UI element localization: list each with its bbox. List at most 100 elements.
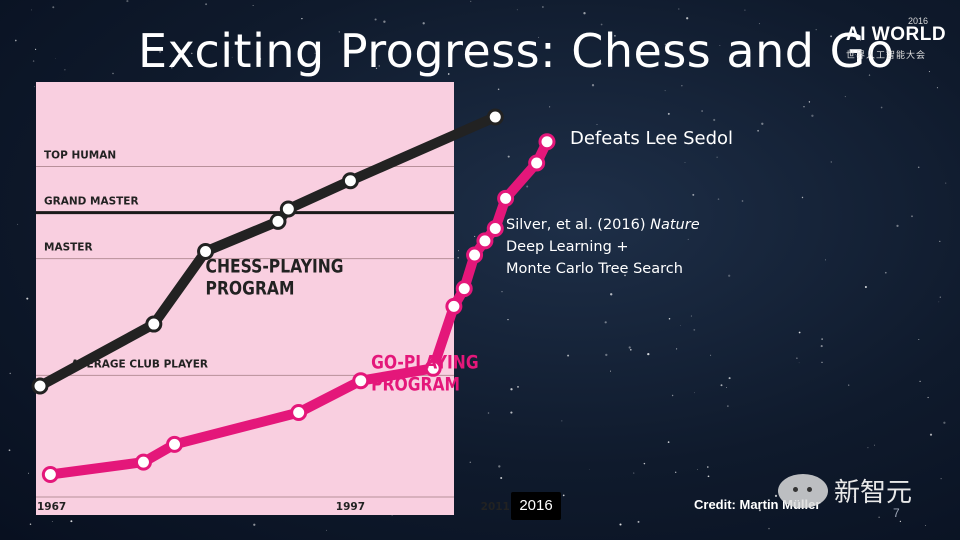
star [51, 521, 53, 523]
star [501, 291, 503, 293]
star [70, 520, 73, 523]
star [611, 68, 613, 69]
level-label-master: MASTER [44, 242, 93, 254]
data-point-go-playing-program [486, 219, 504, 237]
star [820, 345, 823, 348]
star [945, 182, 947, 184]
star [170, 66, 173, 69]
star [719, 45, 721, 46]
star [383, 20, 386, 23]
star [610, 293, 613, 296]
data-point-go-playing-program [424, 359, 442, 377]
star [710, 354, 712, 356]
star [600, 23, 603, 26]
star [692, 193, 695, 196]
watermark-text: 新智元 [834, 478, 913, 508]
star [844, 96, 846, 98]
chart-background [36, 82, 454, 515]
brand-year: 2016 [907, 16, 928, 26]
star [447, 73, 450, 75]
star [562, 494, 565, 497]
star [29, 523, 32, 526]
slide-title: Exciting Progress: Chess and Go [138, 24, 895, 78]
star [231, 56, 233, 58]
x-tick-1967: 1967 [37, 501, 66, 513]
star [760, 50, 763, 53]
star [918, 339, 920, 340]
reference-line-2: Deep Learning + [506, 239, 629, 255]
star [28, 472, 29, 474]
star [919, 380, 921, 383]
reference-line-1: Silver, et al. (2016) Nature [506, 214, 700, 236]
x-tick-2011: 2011 [481, 501, 510, 513]
star [205, 3, 208, 6]
star [497, 88, 500, 91]
star [191, 52, 193, 55]
star [583, 12, 586, 15]
star [457, 256, 460, 259]
star [126, 0, 129, 3]
star [112, 72, 114, 75]
star [637, 520, 640, 523]
star [458, 250, 460, 252]
star [510, 411, 513, 414]
series-label-go-playing-program: GO-PLAYING [371, 352, 479, 374]
star [629, 348, 632, 351]
star [896, 224, 899, 228]
series-label-chess-playing-program: CHESS-PLAYING [206, 256, 344, 278]
star [693, 328, 696, 331]
star [17, 223, 19, 225]
star [707, 466, 709, 468]
star [516, 9, 518, 11]
star [939, 240, 941, 243]
star [940, 478, 942, 480]
star [761, 122, 764, 125]
data-point-chess-playing-program [31, 377, 49, 395]
star [803, 106, 805, 108]
star [899, 520, 902, 523]
star [768, 527, 770, 530]
star [864, 285, 867, 289]
star [911, 215, 913, 218]
series-label-chess-playing-program: PROGRAM [206, 278, 295, 300]
star [422, 22, 425, 25]
star [927, 396, 929, 399]
star [498, 465, 501, 468]
star [326, 529, 327, 531]
data-point-go-playing-program [445, 297, 463, 315]
star [667, 441, 670, 443]
star [664, 43, 666, 45]
data-point-go-playing-program [528, 154, 546, 172]
star [9, 372, 11, 375]
star [757, 129, 759, 132]
star [469, 461, 472, 464]
star [928, 71, 930, 73]
star [32, 60, 35, 62]
star [720, 384, 723, 387]
star [675, 471, 677, 473]
star [8, 449, 11, 452]
star [538, 36, 540, 38]
star [671, 394, 674, 397]
star [717, 198, 720, 200]
star [938, 301, 940, 303]
star [470, 0, 472, 3]
star [728, 377, 731, 380]
star [880, 106, 883, 109]
star [825, 259, 826, 261]
star [567, 354, 570, 357]
star [500, 476, 503, 480]
star [726, 387, 727, 388]
star [517, 386, 519, 388]
reference-authors: Silver, et al. (2016) [506, 217, 646, 233]
star [848, 384, 850, 386]
star [375, 67, 378, 70]
star [830, 35, 832, 38]
star [610, 370, 611, 372]
data-point-go-playing-program [290, 404, 308, 422]
star [589, 468, 590, 470]
star [925, 525, 927, 527]
star [35, 48, 37, 50]
star [727, 405, 729, 407]
star [668, 318, 671, 320]
